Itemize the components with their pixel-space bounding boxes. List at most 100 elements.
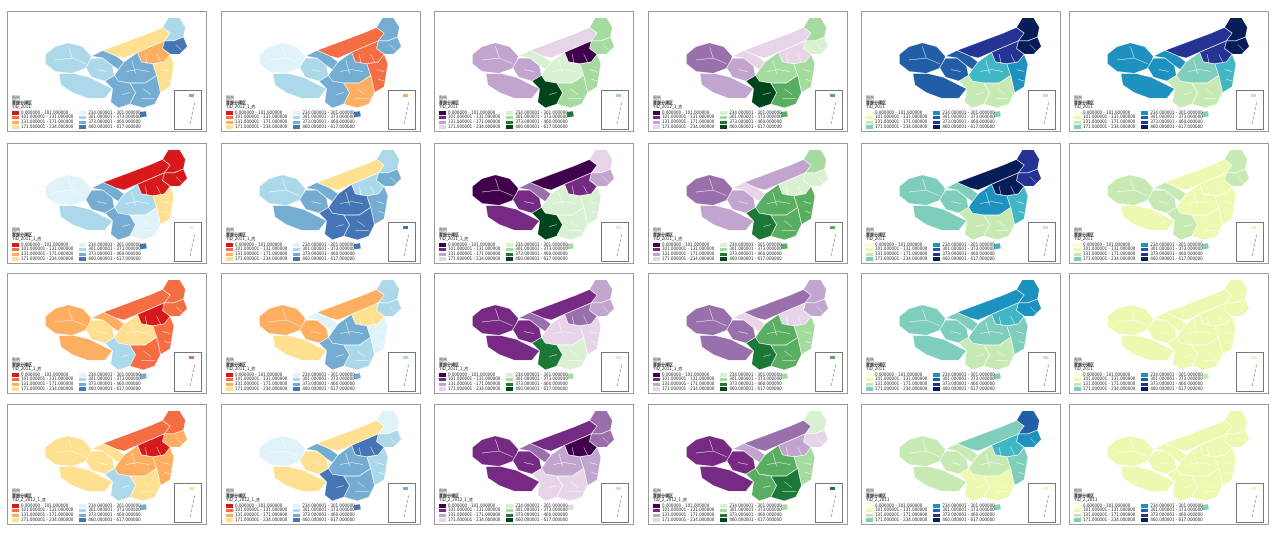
legend-item: 171.000001 - 234.000000 (653, 124, 714, 130)
legend-label: 301.000001 - 373.000000 (942, 114, 995, 120)
legend-swatch (293, 382, 301, 386)
china-map (686, 149, 829, 250)
region-tibet (912, 466, 968, 492)
legend-label: 131.000001 - 171.000000 (21, 380, 74, 386)
legend-item: 171.000001 - 234.000000 (1074, 517, 1135, 523)
province-border (570, 220, 579, 227)
legend-label: 301.000001 - 373.000000 (1150, 246, 1203, 252)
province-border (164, 340, 171, 344)
china-map (1107, 279, 1250, 380)
province-border (784, 481, 793, 488)
legend-title: 客服分调区 (866, 99, 886, 105)
south-china-sea-inset (1236, 483, 1264, 523)
province-border (1226, 78, 1233, 82)
legend-swatch (293, 115, 301, 120)
legend-swatch (653, 508, 660, 513)
province-border (495, 178, 500, 191)
legend-label: 131.000001 - 171.000000 (448, 380, 501, 386)
legend-label: 131.000001 - 171.000000 (875, 511, 928, 517)
legend-swatch (720, 387, 728, 391)
province-border (985, 321, 990, 336)
region-xinjiang (259, 42, 306, 74)
legend-label: 460.000001 - 617.000000 (88, 385, 141, 391)
province-border (156, 186, 161, 195)
legend-swatch (439, 115, 446, 120)
legend-item: 373.000001 - 460.000000 (79, 512, 141, 518)
legend-swatch (933, 111, 941, 115)
map-panel-r2c5: 图例 客服分调区 YID_2011 0.000000 - 101.000000 101.… (861, 143, 1061, 264)
region-tibet (699, 335, 755, 361)
legend-label: 0.000000 - 101.000000 (448, 371, 496, 377)
legend-item: 301.000001 - 373.000000 (720, 377, 782, 382)
region-xinjiang (686, 174, 733, 206)
legend-item: 301.000001 - 373.000000 (506, 247, 568, 252)
china-map (259, 410, 402, 511)
region-qinghai (1147, 57, 1177, 82)
legend-swatch (933, 377, 941, 382)
province-border (1130, 439, 1135, 452)
legend-item: 301.000001 - 373.000000 (720, 115, 782, 120)
legend-item: 234.000001 - 301.000000 (506, 242, 568, 248)
legend-label: 373.000001 - 460.000000 (729, 250, 782, 256)
province-border (311, 462, 321, 465)
region-xinjiang (1107, 174, 1154, 206)
province-border (1116, 319, 1148, 327)
legend-swatch (12, 125, 19, 129)
province-border (1226, 340, 1233, 344)
legend-swatch (79, 247, 87, 252)
legend-label: 460.000001 - 617.000000 (729, 385, 782, 391)
legend-swatch (1074, 120, 1081, 124)
province-border (558, 452, 563, 467)
legend-swatch (79, 125, 87, 129)
legend-swatch (933, 382, 941, 386)
province-border (549, 92, 557, 95)
province-border (376, 331, 385, 334)
legend-heading: 图例 (866, 357, 874, 362)
province-border (785, 447, 789, 457)
china-map (472, 149, 615, 250)
legend-label: 234.000001 - 301.000000 (302, 241, 355, 247)
province-border (164, 210, 171, 214)
legend-label: 171.000001 - 234.000000 (875, 385, 928, 391)
legend-item: 460.000001 - 617.000000 (1141, 123, 1203, 130)
legend-subtitle: YID_2011 (1074, 104, 1093, 110)
region-south-china (129, 467, 161, 502)
legend-label: 234.000001 - 301.000000 (88, 502, 141, 508)
province-border (378, 210, 385, 214)
province-border (549, 354, 557, 357)
legend-item: 131.000001 - 171.000000 (439, 251, 500, 257)
legend-item: 171.000001 - 234.000000 (12, 517, 73, 523)
region-hainan (139, 503, 148, 511)
region-tibet (912, 73, 968, 99)
legend-label: 101.000001 - 131.000000 (1083, 246, 1136, 252)
legend-swatch (653, 387, 660, 391)
province-border (816, 176, 823, 183)
inset-dashed-line (391, 361, 410, 387)
legend-swatch (506, 257, 514, 261)
legend-item: 234.000001 - 301.000000 (933, 372, 995, 378)
legend-item: 0.000000 - 101.000000 (226, 110, 287, 116)
legend-label: 131.000001 - 171.000000 (21, 511, 74, 517)
legend-item: 234.000001 - 301.000000 (933, 503, 995, 509)
legend-subtitle: YID_2011 (866, 104, 885, 110)
map-panel-r2c2: 图例 客服分调区 YID_2011_1_底 0.000000 - 101.000000… (221, 143, 421, 264)
legend-swatch (506, 504, 514, 508)
map-legend: 图例 客服分调区 YID_2011_1_底 0.000000 - 101.000000… (439, 227, 568, 261)
legend-swatch (653, 115, 660, 120)
legend-swatch (12, 120, 19, 124)
province-border (336, 354, 344, 357)
province-border (591, 78, 598, 82)
province-border (1206, 447, 1210, 457)
legend-item: 234.000001 - 301.000000 (933, 242, 995, 248)
legend-label: 131.000001 - 171.000000 (21, 118, 74, 124)
province-border (370, 54, 375, 63)
legend-label: 460.000001 - 617.000000 (1150, 123, 1203, 129)
province-border (1218, 447, 1223, 456)
region-tibet (1120, 466, 1176, 492)
legend-label: 0.000000 - 101.000000 (662, 241, 710, 247)
legend-title: 客服分调区 (12, 361, 32, 367)
legend-swatch (653, 243, 660, 247)
inset-coast (403, 94, 408, 97)
legend-label: 171.000001 - 234.000000 (662, 516, 715, 522)
province-border (311, 201, 321, 204)
